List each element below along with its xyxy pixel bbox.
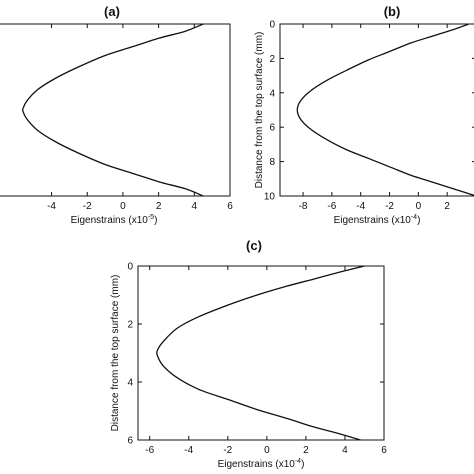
y-tick-label: 2 <box>269 54 275 65</box>
y-tick-label: 6 <box>269 123 275 134</box>
y-tick-label: 4 <box>269 88 275 99</box>
plot-frame <box>0 23 231 197</box>
x-tick-label: -2 <box>385 201 394 212</box>
plot-frame <box>279 23 474 197</box>
x-tick-label: 2 <box>303 445 309 456</box>
x-tick-label: 0 <box>120 201 126 212</box>
y-tick-label: 0 <box>269 20 275 31</box>
x-tick-label: -4 <box>184 445 193 456</box>
x-axis-title-exponent: -4 <box>295 458 301 465</box>
panel-label: (b) <box>384 4 401 19</box>
x-axis-title-close: ) <box>417 215 420 226</box>
x-axis-title-close: ) <box>301 459 304 470</box>
y-tick-label: 2 <box>127 320 133 331</box>
x-tick-label: 2 <box>444 201 450 212</box>
x-tick-label: 4 <box>342 445 348 456</box>
x-tick-label: -2 <box>223 445 232 456</box>
panel-label: (a) <box>104 4 120 19</box>
y-tick-label: 10 <box>264 192 276 203</box>
y-tick-label: 6 <box>127 436 133 447</box>
x-tick-label: -6 <box>145 445 154 456</box>
x-tick-label: 6 <box>227 201 233 212</box>
x-tick-label: 0 <box>416 201 422 212</box>
x-tick-label: -4 <box>356 201 365 212</box>
x-axis-title: Eigenstrains (x10-5) <box>71 214 158 226</box>
x-tick-label: -6 <box>327 201 336 212</box>
x-axis-title-exponent: -4 <box>411 214 417 221</box>
x-axis-title-exponent: -5 <box>148 214 154 221</box>
x-axis-title-text: Eigenstrains (x10 <box>71 215 149 226</box>
x-axis-title-text: Eigenstrains (x10 <box>334 215 412 226</box>
x-axis-title: Eigenstrains (x10-4) <box>334 214 421 226</box>
x-tick-label: -2 <box>83 201 92 212</box>
x-axis-title: Eigenstrains (x10-4) <box>218 458 305 470</box>
y-tick-label: 8 <box>269 157 275 168</box>
plot-frame <box>137 265 385 441</box>
panel-a: (a) -4 -2 0 2 4 6 Eigenstrains (x10-5) <box>0 4 233 226</box>
x-tick-label: 2 <box>156 201 162 212</box>
x-axis-title-text: Eigenstrains (x10 <box>218 459 296 470</box>
y-axis-title: Distance from the top surface (mm) <box>110 275 121 432</box>
x-tick-label: 6 <box>381 445 387 456</box>
x-axis-title-close: ) <box>154 215 157 226</box>
x-tick-label: 0 <box>264 445 270 456</box>
x-tick-label: -4 <box>47 201 56 212</box>
series-line <box>156 266 365 440</box>
y-tick-label: 4 <box>127 378 133 389</box>
panel-label: (c) <box>246 238 262 253</box>
y-axis-title: Distance from the top surface (mm) <box>254 32 265 189</box>
series-line <box>21 24 204 196</box>
y-tick-label: 0 <box>127 262 133 273</box>
x-tick-label: 4 <box>192 201 198 212</box>
series-line <box>296 24 474 196</box>
x-tick-label: -8 <box>299 201 308 212</box>
